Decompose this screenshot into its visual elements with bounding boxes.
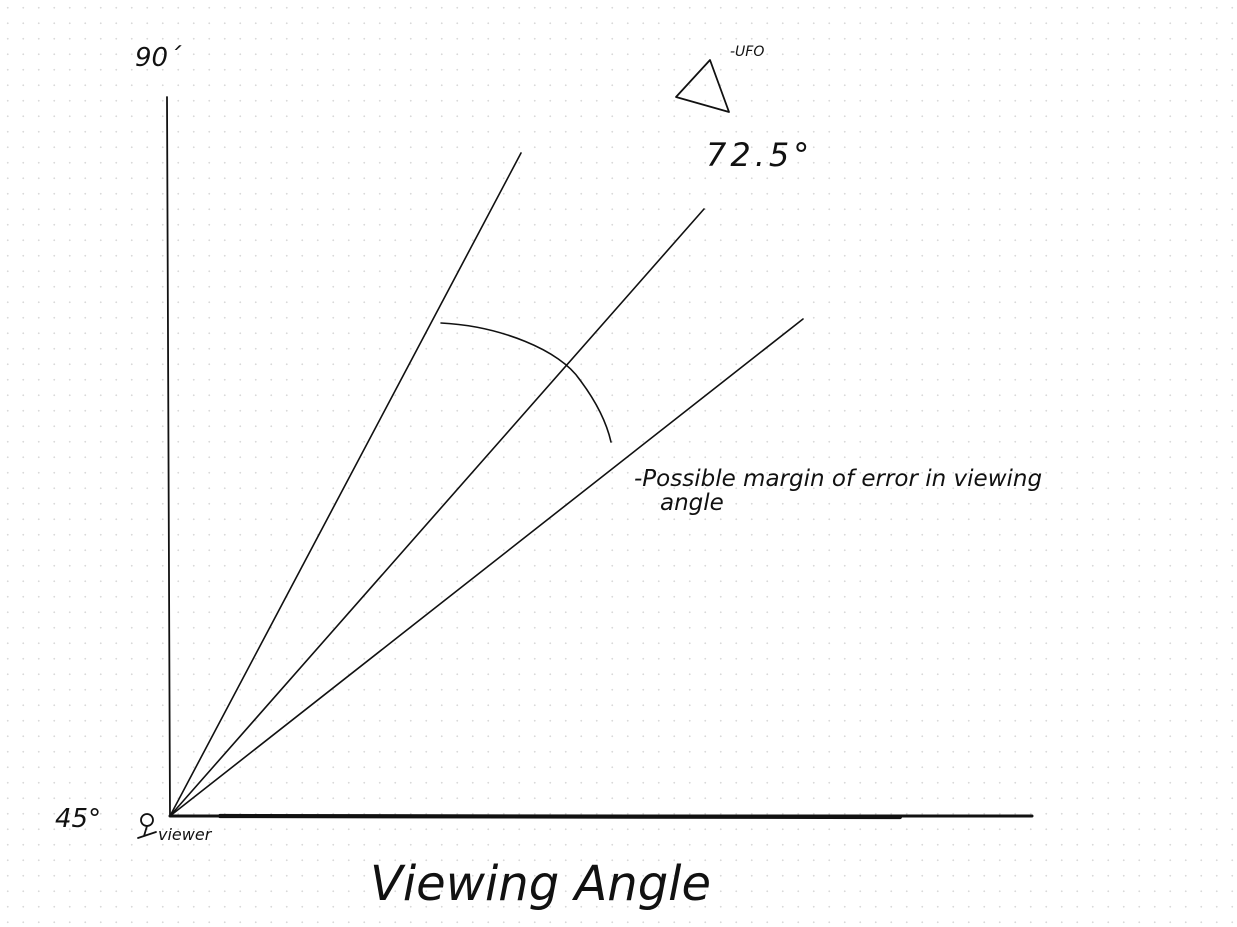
sight-line-lower-bound: [169, 318, 804, 817]
error-margin-label-line1: -Possible margin of error in viewing: [634, 466, 1042, 492]
error-margin-arc: [440, 322, 612, 443]
error-margin-label-line2: angle: [660, 490, 724, 516]
bottom-angle-label: 45°: [55, 804, 101, 834]
diagram-title: Viewing Angle: [370, 856, 711, 912]
ufo-triangle: [675, 59, 730, 113]
sight-line-center: [169, 208, 705, 817]
viewer-figure: [137, 813, 157, 839]
sight-line-upper-bound: [169, 152, 522, 817]
horizontal-axis-thick: [217, 813, 903, 820]
viewer-label: viewer: [158, 825, 213, 844]
vertical-axis: [166, 96, 171, 817]
ufo-label: -UFO: [730, 44, 764, 60]
top-angle-label: 90´: [135, 43, 182, 73]
center-angle-label: 72.5°: [706, 136, 813, 174]
